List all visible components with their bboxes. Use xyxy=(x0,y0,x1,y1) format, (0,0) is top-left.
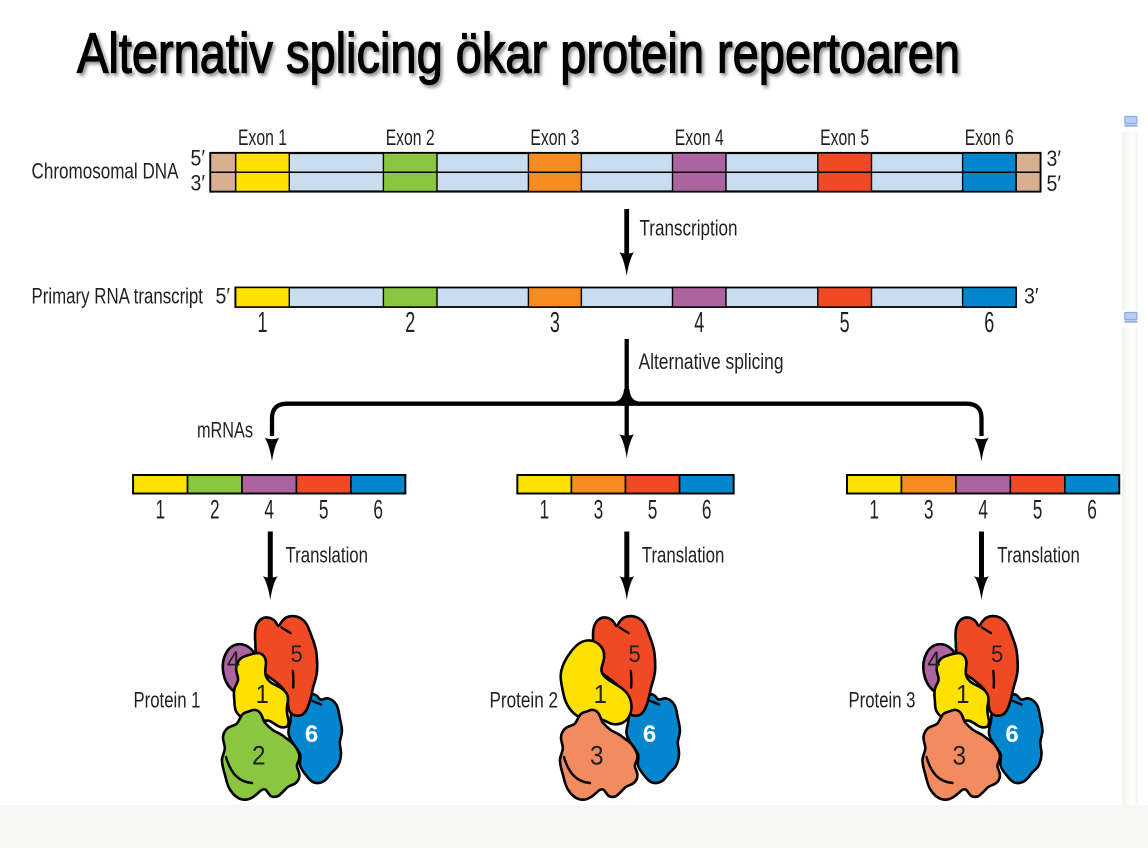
svg-text:Protein 3: Protein 3 xyxy=(849,687,916,712)
svg-text:4: 4 xyxy=(694,307,704,339)
svg-text:Alternative splicing: Alternative splicing xyxy=(639,349,784,374)
svg-text:1: 1 xyxy=(257,307,267,339)
svg-text:Protein 1: Protein 1 xyxy=(134,687,201,712)
svg-text:1: 1 xyxy=(540,493,550,524)
svg-text:5: 5 xyxy=(290,640,302,667)
svg-text:6: 6 xyxy=(702,493,712,524)
svg-text:6: 6 xyxy=(1087,493,1097,524)
svg-text:1: 1 xyxy=(869,493,879,524)
svg-text:Chromosomal DNA: Chromosomal DNA xyxy=(32,159,179,184)
svg-text:mRNAs: mRNAs xyxy=(197,418,253,443)
svg-text:Alternativ splicing ökar prote: Alternativ splicing ökar protein reperto… xyxy=(77,22,960,86)
svg-text:5: 5 xyxy=(1033,493,1043,524)
svg-text:4: 4 xyxy=(264,493,274,524)
svg-text:2: 2 xyxy=(252,742,266,771)
svg-text:6: 6 xyxy=(643,721,656,748)
svg-text:6: 6 xyxy=(373,493,383,524)
svg-text:2: 2 xyxy=(210,493,220,524)
svg-text:5: 5 xyxy=(648,493,658,524)
svg-text:Protein 2: Protein 2 xyxy=(490,688,559,713)
svg-text:2: 2 xyxy=(405,307,415,339)
svg-text:4: 4 xyxy=(227,647,240,676)
svg-text:3: 3 xyxy=(924,493,934,524)
svg-text:Exon 2: Exon 2 xyxy=(386,125,435,150)
svg-text:6: 6 xyxy=(305,721,318,748)
svg-text:3′: 3′ xyxy=(191,171,206,196)
svg-text:Exon 5: Exon 5 xyxy=(820,125,869,150)
svg-text:3: 3 xyxy=(953,742,967,771)
svg-text:3′: 3′ xyxy=(1047,146,1062,171)
svg-text:Exon 4: Exon 4 xyxy=(675,125,724,150)
svg-text:Exon 3: Exon 3 xyxy=(530,125,579,150)
svg-text:1: 1 xyxy=(256,680,269,709)
svg-text:Primary RNA transcript: Primary RNA transcript xyxy=(32,284,204,309)
svg-text:3: 3 xyxy=(590,742,604,771)
svg-text:6: 6 xyxy=(1005,721,1018,748)
svg-text:Translation: Translation xyxy=(997,543,1080,568)
svg-text:5: 5 xyxy=(319,493,329,524)
svg-text:5′: 5′ xyxy=(216,284,231,309)
svg-text:1: 1 xyxy=(594,680,607,709)
svg-text:3: 3 xyxy=(550,307,560,339)
svg-text:5: 5 xyxy=(991,640,1003,667)
svg-text:3′: 3′ xyxy=(1024,284,1039,309)
svg-text:5: 5 xyxy=(628,640,640,667)
svg-text:Translation: Translation xyxy=(642,543,725,568)
svg-text:Transcription: Transcription xyxy=(640,216,738,241)
svg-text:Exon 6: Exon 6 xyxy=(965,125,1014,150)
svg-text:4: 4 xyxy=(927,647,940,676)
svg-text:5: 5 xyxy=(840,307,850,339)
svg-text:1: 1 xyxy=(956,680,969,709)
svg-text:Exon 1: Exon 1 xyxy=(238,125,287,150)
svg-text:3: 3 xyxy=(594,493,604,524)
svg-text:1: 1 xyxy=(156,493,166,524)
svg-text:5′: 5′ xyxy=(1047,171,1062,196)
svg-text:6: 6 xyxy=(984,307,994,339)
svg-text:4: 4 xyxy=(978,493,988,524)
svg-text:Translation: Translation xyxy=(286,543,369,568)
svg-text:5′: 5′ xyxy=(191,146,206,171)
